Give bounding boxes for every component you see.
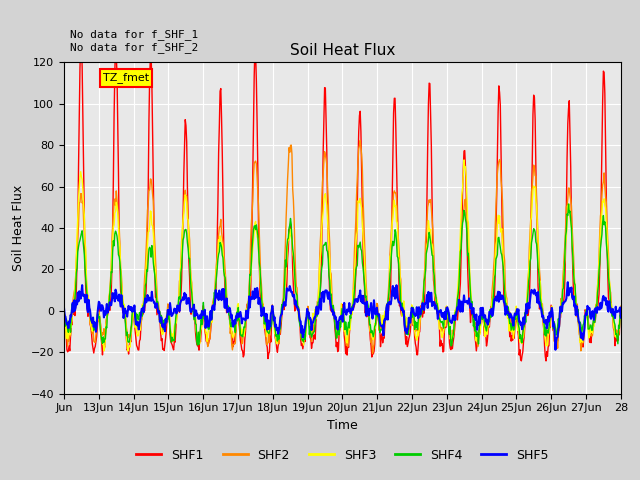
Title: Soil Heat Flux: Soil Heat Flux	[290, 44, 395, 59]
SHF2	[369, 350, 376, 356]
Line: SHF2: SHF2	[64, 141, 621, 353]
SHF3	[60, 310, 68, 315]
SHF1	[126, 336, 134, 342]
SHF4	[447, 343, 455, 348]
SHF3	[256, 276, 264, 282]
SHF5	[125, 307, 133, 312]
Line: SHF4: SHF4	[64, 204, 621, 346]
SHF3	[124, 348, 132, 354]
Line: SHF1: SHF1	[64, 41, 621, 361]
SHF3	[617, 309, 625, 314]
SHF4	[228, 320, 236, 326]
SHF1	[112, 38, 120, 44]
SHF1	[228, 332, 236, 337]
SHF3	[401, 309, 408, 314]
SHF5	[617, 315, 625, 321]
Y-axis label: Soil Heat Flux: Soil Heat Flux	[12, 185, 25, 271]
X-axis label: Time: Time	[327, 419, 358, 432]
SHF4	[125, 339, 133, 345]
SHF2	[617, 303, 625, 309]
SHF4	[60, 299, 68, 304]
SHF5	[255, 295, 263, 301]
Text: TZ_fmet: TZ_fmet	[103, 72, 149, 83]
SHF4	[617, 315, 625, 321]
SHF1	[277, 322, 285, 327]
SHF5	[276, 315, 284, 321]
SHF4	[564, 201, 572, 207]
SHF1	[256, 288, 264, 294]
SHF5	[400, 308, 408, 313]
SHF1	[542, 358, 550, 364]
SHF2	[60, 312, 68, 317]
SHF4	[431, 289, 439, 295]
SHF5	[552, 347, 559, 353]
SHF1	[617, 307, 625, 313]
Legend: SHF1, SHF2, SHF3, SHF4, SHF5: SHF1, SHF2, SHF3, SHF4, SHF5	[131, 444, 554, 467]
SHF5	[564, 279, 572, 285]
SHF2	[255, 230, 263, 236]
SHF5	[228, 312, 236, 318]
SHF3	[432, 298, 440, 303]
SHF5	[60, 305, 68, 311]
SHF2	[276, 320, 284, 326]
SHF4	[400, 314, 408, 320]
SHF4	[255, 260, 263, 265]
SHF1	[432, 302, 440, 308]
SHF3	[277, 315, 285, 321]
SHF3	[460, 157, 468, 163]
SHF2	[125, 334, 133, 340]
SHF4	[276, 326, 284, 332]
SHF1	[401, 323, 408, 329]
SHF5	[431, 306, 439, 312]
SHF2	[228, 341, 236, 347]
SHF3	[126, 344, 134, 350]
Line: SHF5: SHF5	[64, 282, 621, 350]
Line: SHF3: SHF3	[64, 160, 621, 351]
SHF3	[228, 332, 236, 338]
SHF2	[356, 138, 364, 144]
SHF2	[433, 295, 440, 300]
SHF1	[60, 319, 68, 324]
Text: No data for f_SHF_1
No data for f_SHF_2: No data for f_SHF_1 No data for f_SHF_2	[70, 29, 198, 53]
SHF2	[401, 323, 409, 329]
